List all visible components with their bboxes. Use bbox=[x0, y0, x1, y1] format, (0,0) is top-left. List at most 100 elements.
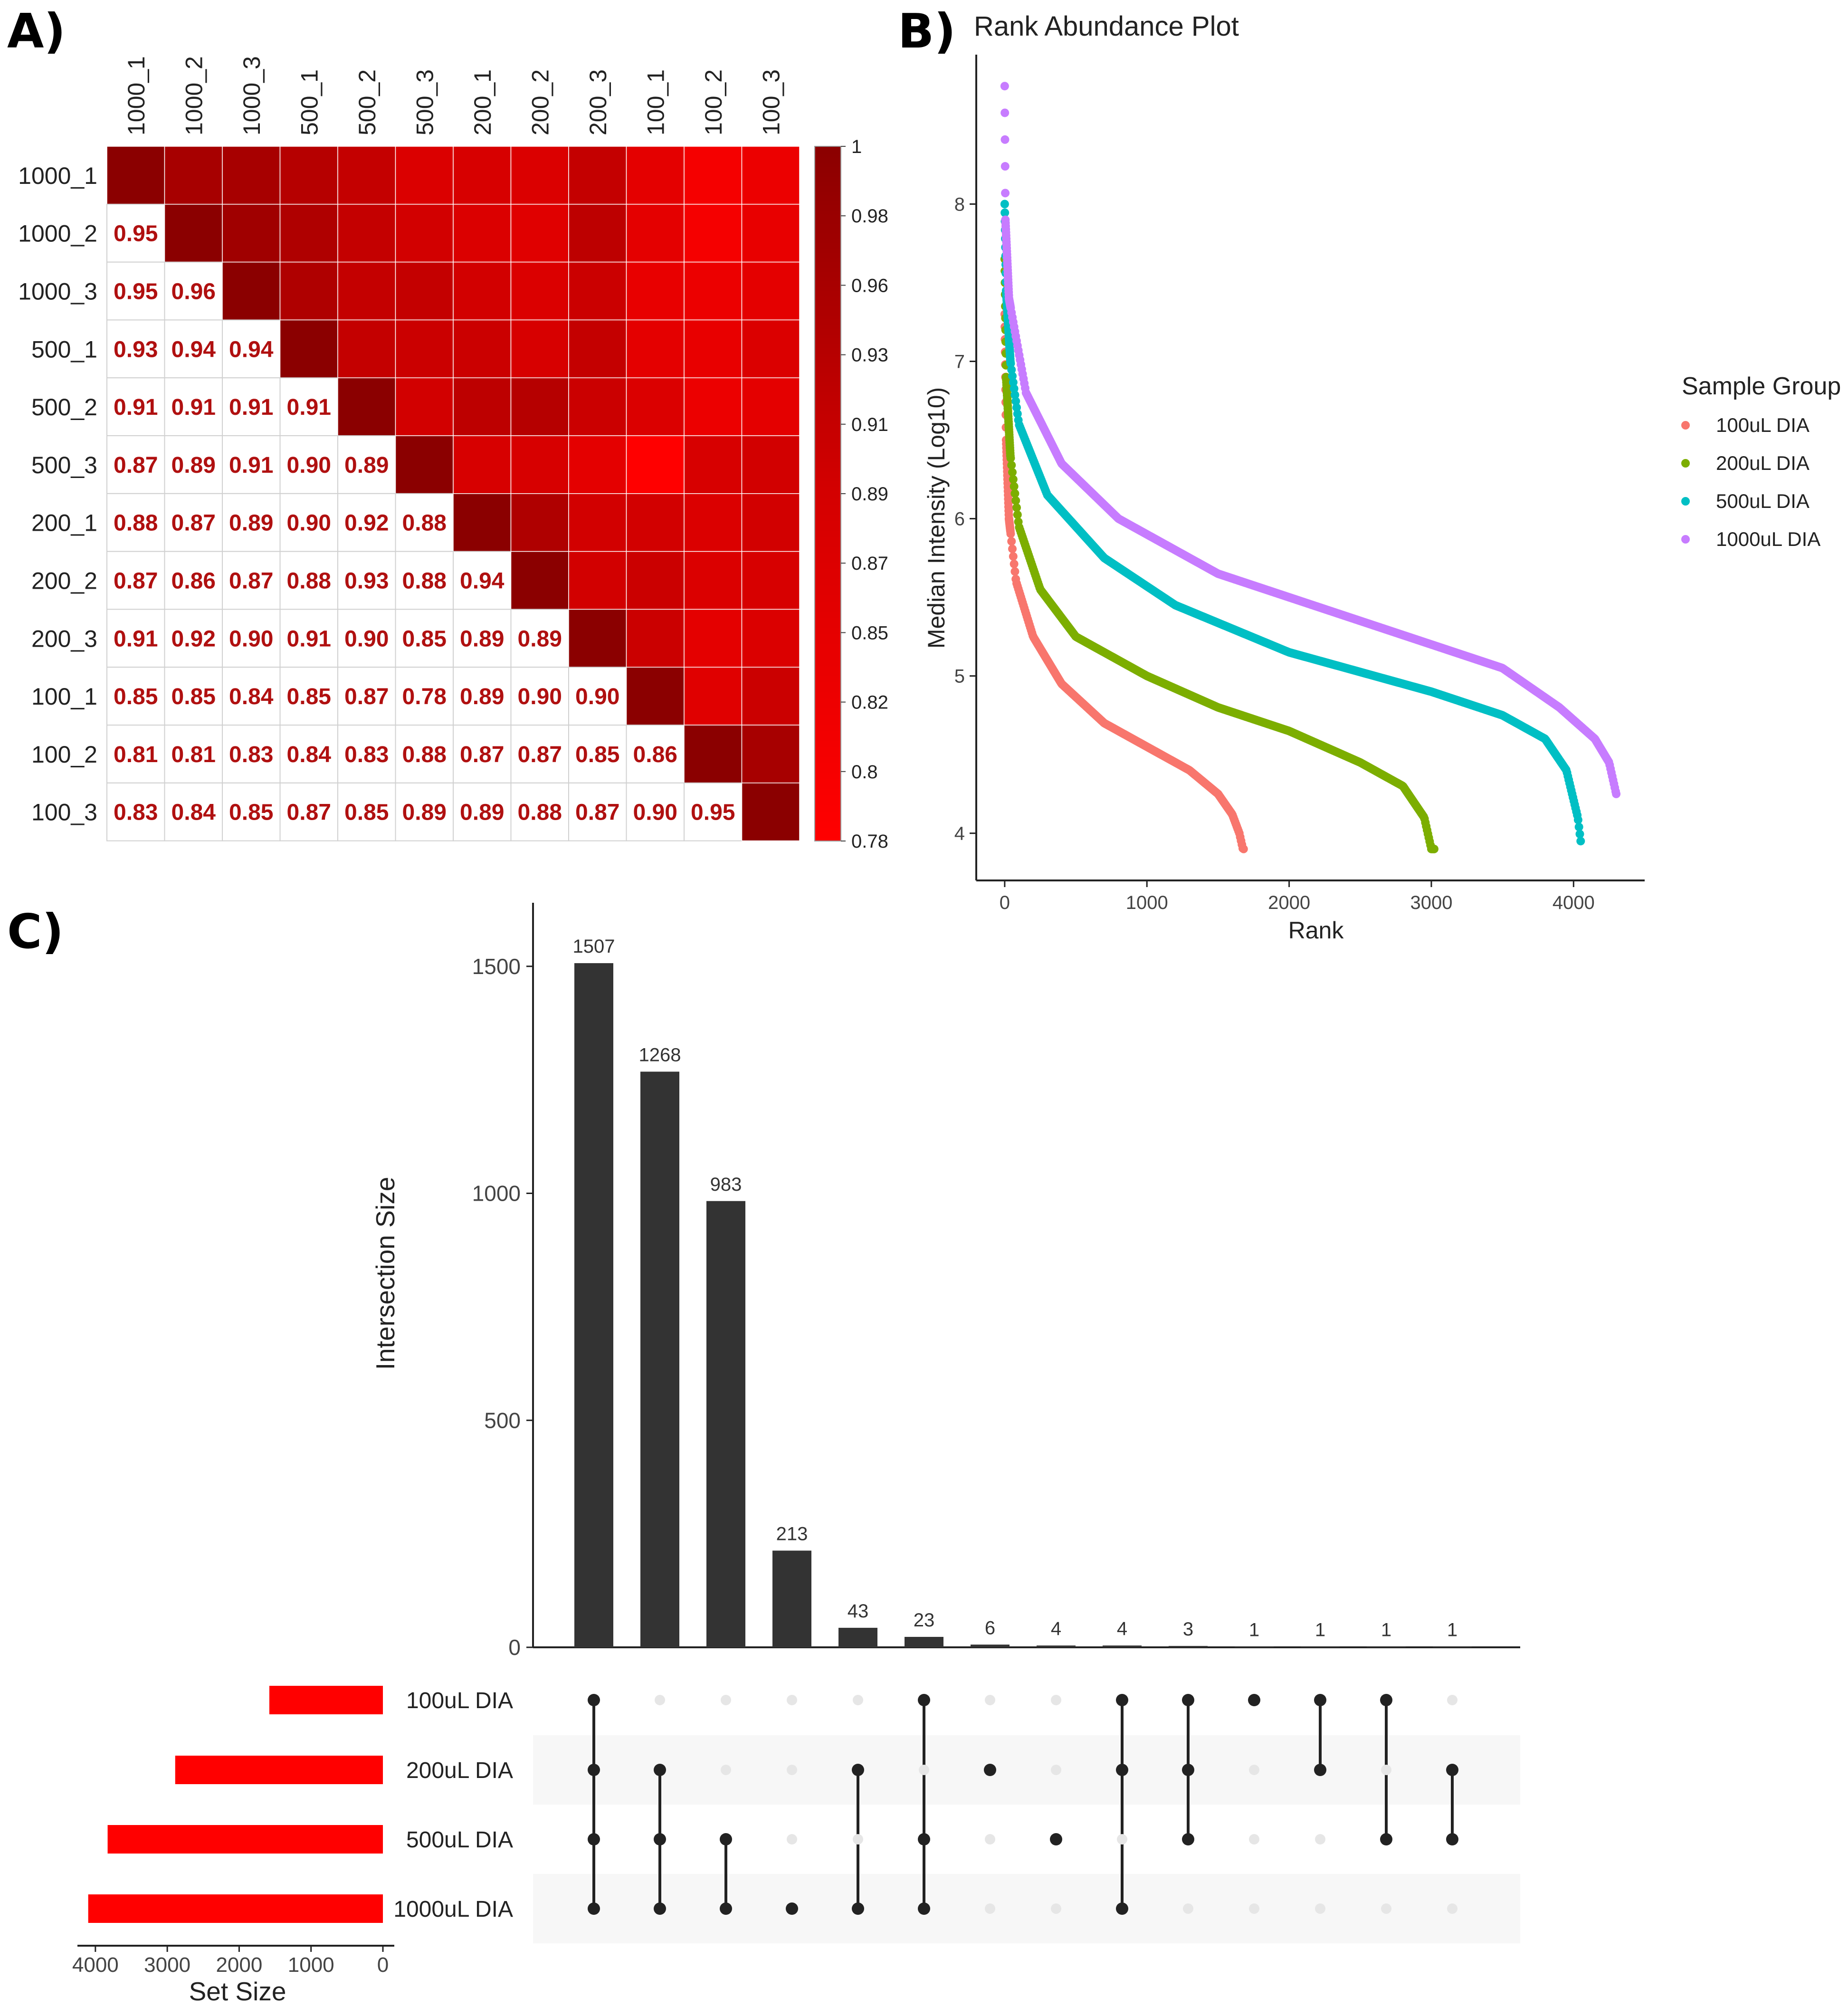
heatmap-value-cell bbox=[453, 782, 512, 841]
heatmap-cell bbox=[510, 377, 569, 436]
heatmap-value: 0.95 bbox=[114, 221, 158, 247]
heatmap-cell bbox=[395, 435, 454, 494]
heatmap-row-label: 200_1 bbox=[31, 510, 97, 536]
intersection-bar-label: 1 bbox=[1249, 1620, 1259, 1641]
heatmap-value: 0.85 bbox=[402, 626, 447, 651]
heatmap-value: 0.85 bbox=[114, 684, 158, 709]
heatmap-row-label: 1000_1 bbox=[18, 162, 97, 189]
rank-abundance-plot: Rank Abundance Plot 0 1000 2000 3000 4000 4 5 6… bbox=[923, 11, 1841, 944]
panel-label-b: B) bbox=[898, 3, 956, 59]
heatmap-col-label: 100_1 bbox=[642, 69, 669, 135]
heatmap-cell bbox=[395, 146, 454, 205]
rank-x-tick-label: 4000 bbox=[1553, 892, 1595, 913]
heatmap-value-cell bbox=[164, 725, 223, 784]
matrix-dot bbox=[852, 1902, 864, 1915]
matrix-dot bbox=[721, 1695, 731, 1705]
rank-data-points bbox=[1000, 82, 1621, 853]
matrix-dot bbox=[1249, 1903, 1259, 1914]
matrix-dot bbox=[654, 1902, 666, 1915]
heatmap-cell bbox=[395, 319, 454, 378]
heatmap-cell bbox=[568, 319, 627, 378]
intersection-bar-label: 1268 bbox=[639, 1044, 681, 1065]
intersection-y-tick-label: 1500 bbox=[472, 954, 521, 979]
heatmap-cell bbox=[741, 319, 800, 378]
set-label: 500uL DIA bbox=[406, 1827, 513, 1853]
rank-point bbox=[1007, 537, 1016, 546]
matrix-dot bbox=[654, 1833, 666, 1845]
set-size-bars bbox=[88, 1686, 383, 1923]
intersection-bar-label: 1 bbox=[1447, 1620, 1457, 1641]
heatmap-value: 0.94 bbox=[460, 569, 505, 594]
heatmap-col-label: 500_2 bbox=[354, 69, 381, 135]
heatmap-value-cell bbox=[222, 319, 281, 379]
heatmap-value: 0.81 bbox=[171, 742, 216, 767]
matrix-dot bbox=[1051, 1765, 1061, 1775]
heatmap-cell bbox=[568, 551, 627, 610]
heatmap-value: 0.88 bbox=[402, 511, 447, 536]
heatmap-value-cell bbox=[222, 609, 281, 668]
heatmap-cell bbox=[741, 551, 800, 610]
heatmap-value-cell bbox=[395, 551, 454, 610]
set-size-tick-label: 1000 bbox=[288, 1953, 334, 1977]
heatmap-cell bbox=[453, 319, 512, 378]
heatmap-cell bbox=[626, 146, 685, 205]
heatmap-cell bbox=[279, 204, 338, 263]
rank-point bbox=[1576, 837, 1585, 846]
heatmap-value-cell bbox=[626, 725, 685, 784]
intersection-bar bbox=[1433, 1646, 1472, 1647]
colorbar-tick-label: 0.78 bbox=[851, 831, 888, 852]
heatmap-cell bbox=[222, 204, 281, 263]
rank-x-label: Rank bbox=[1288, 917, 1344, 944]
rank-point bbox=[1007, 461, 1016, 470]
rank-point bbox=[1007, 365, 1016, 374]
matrix-dot bbox=[1182, 1833, 1194, 1845]
matrix-dot bbox=[1183, 1903, 1193, 1914]
heatmap-cell bbox=[395, 377, 454, 436]
heatmap-cell bbox=[222, 146, 281, 205]
intersection-bar bbox=[640, 1071, 679, 1647]
rank-point bbox=[1010, 559, 1019, 568]
set-size-bar bbox=[88, 1894, 383, 1923]
heatmap-value: 0.91 bbox=[229, 395, 273, 420]
colorbar-tick-label: 0.89 bbox=[851, 484, 888, 505]
heatmap-cell bbox=[510, 204, 569, 263]
intersection-bar bbox=[1037, 1645, 1076, 1647]
heatmap-cell bbox=[626, 493, 685, 552]
heatmap-col-label: 100_3 bbox=[758, 69, 784, 135]
rank-series bbox=[1000, 200, 1585, 846]
rank-point bbox=[1012, 503, 1021, 512]
intersection-bar bbox=[1103, 1645, 1142, 1647]
intersection-bar-label: 983 bbox=[710, 1174, 742, 1195]
heatmap-value: 0.90 bbox=[633, 800, 677, 825]
matrix-dot bbox=[1117, 1834, 1127, 1845]
heatmap-col-label: 200_1 bbox=[469, 69, 496, 135]
heatmap-value: 0.88 bbox=[402, 569, 447, 594]
heatmap-cell bbox=[568, 204, 627, 263]
matrix-dot bbox=[1116, 1764, 1128, 1776]
heatmap-value-cell bbox=[510, 725, 569, 784]
heatmap-value-cell bbox=[164, 493, 223, 552]
heatmap-value: 0.85 bbox=[229, 800, 273, 825]
heatmap-cell bbox=[741, 204, 800, 263]
heatmap-value: 0.90 bbox=[344, 626, 389, 651]
rank-point bbox=[1429, 844, 1438, 853]
heatmap-cell bbox=[337, 204, 396, 263]
set-size-tick-label: 3000 bbox=[144, 1953, 191, 1977]
heatmap-value: 0.94 bbox=[229, 337, 274, 362]
matrix-dot bbox=[1050, 1833, 1062, 1845]
rank-point bbox=[1011, 397, 1020, 406]
set-size-bar bbox=[269, 1686, 383, 1714]
heatmap-value: 0.84 bbox=[229, 684, 274, 709]
heatmap-cell bbox=[684, 493, 743, 552]
matrix-dot bbox=[1446, 1833, 1458, 1845]
matrix-dot bbox=[721, 1765, 731, 1775]
matrix-background-bands bbox=[533, 1735, 1520, 1943]
rank-point bbox=[1006, 529, 1015, 538]
heatmap-value-cell bbox=[279, 551, 338, 610]
legend-label: 1000uL DIA bbox=[1716, 528, 1820, 550]
intersection-bar-label: 1 bbox=[1315, 1620, 1325, 1641]
heatmap-value: 0.92 bbox=[171, 626, 216, 651]
heatmap-value-cell bbox=[106, 725, 165, 784]
rank-point bbox=[1000, 208, 1010, 217]
heatmap-value: 0.90 bbox=[229, 626, 273, 651]
